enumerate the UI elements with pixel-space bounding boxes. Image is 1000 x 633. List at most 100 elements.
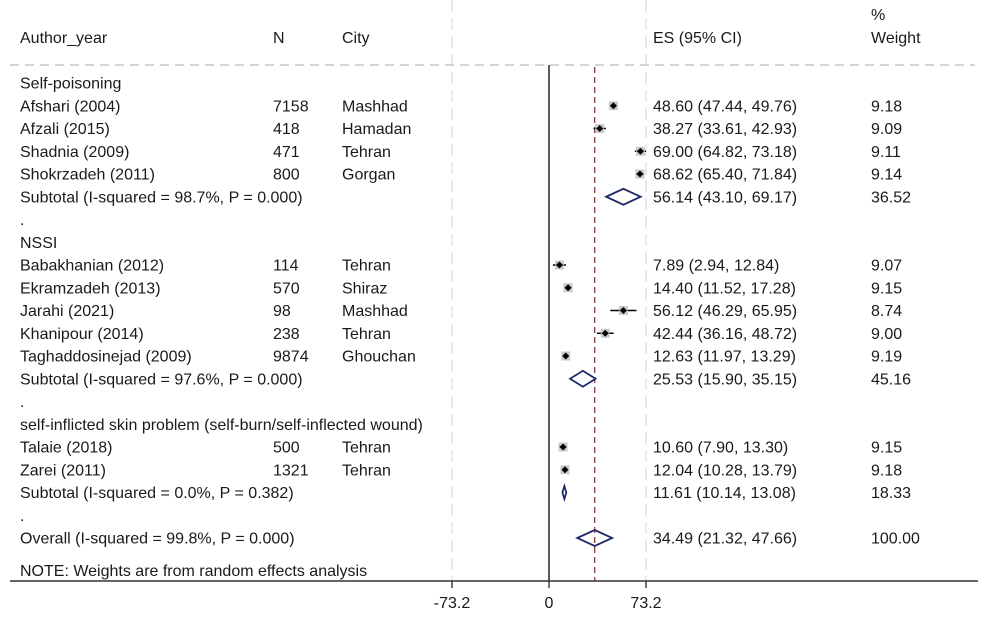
row-weight: 9.11 — [871, 144, 901, 161]
row-label-study: Jarahi (2021) — [20, 303, 114, 320]
row-weight: 9.07 — [871, 258, 902, 275]
point-estimate — [555, 261, 563, 269]
point-estimate — [609, 102, 617, 110]
row-es-ci: 68.62 (65.40, 71.84) — [653, 167, 797, 184]
point-estimate — [596, 125, 604, 132]
header-author: Author_year — [20, 30, 108, 47]
row-city: Tehran — [342, 440, 391, 457]
row-n: 9874 — [273, 349, 309, 366]
row-city: Gorgan — [342, 167, 395, 184]
row-weight: 9.09 — [871, 121, 902, 138]
row-city: Shiraz — [342, 280, 387, 297]
point-estimate — [601, 329, 609, 337]
row-label-study: Khanipour (2014) — [20, 326, 144, 343]
row-label-study: Afshari (2004) — [20, 98, 121, 115]
subtotal-diamond — [603, 187, 643, 206]
row-weight: 9.19 — [871, 349, 902, 366]
point-estimate — [562, 352, 570, 360]
row-es-ci: 12.63 (11.97, 13.29) — [653, 349, 796, 366]
row-label-study: Zarei (2011) — [20, 462, 106, 479]
row-city: Hamadan — [342, 121, 411, 138]
point-estimate — [561, 466, 569, 474]
row-city: Ghouchan — [342, 349, 416, 366]
study-mark — [608, 101, 618, 111]
column-headers: Author_year N City ES (95% CI) % Weight — [20, 7, 921, 47]
row-es-ci: 11.61 (10.14, 13.08) — [653, 485, 796, 502]
x-tick-label: 0 — [545, 595, 554, 612]
study-mark — [634, 146, 646, 156]
row-es-ci: 12.04 (10.28, 13.79) — [653, 462, 797, 479]
row-es-ci: 14.40 (11.52, 17.28) — [653, 280, 796, 297]
row-label-study: Afzali (2015) — [20, 121, 110, 138]
point-estimate — [564, 284, 572, 292]
row-n: 418 — [273, 121, 300, 138]
row-city: Tehran — [342, 462, 391, 479]
row-es-ci: 42.44 (36.16, 48.72) — [653, 326, 797, 343]
row-es-ci: 56.14 (43.10, 69.17) — [653, 189, 797, 206]
row-es-ci: 38.27 (33.61, 42.93) — [653, 121, 797, 138]
row-es-ci: 25.53 (15.90, 35.15) — [653, 371, 797, 388]
point-estimate — [619, 307, 627, 314]
study-mark — [635, 169, 645, 179]
row-label-subtotal: Subtotal (I-squared = 0.0%, P = 0.382) — [20, 485, 294, 502]
row-n: 238 — [273, 326, 300, 343]
row-city: Tehran — [342, 144, 391, 161]
row-n: 1321 — [273, 462, 309, 479]
x-tick-label: 73.2 — [630, 595, 661, 612]
study-mark — [593, 124, 606, 133]
study-mark — [596, 328, 614, 338]
row-weight: 8.74 — [871, 303, 902, 320]
row-n: 471 — [273, 144, 300, 161]
row-label-group: self-inflicted skin problem (self-burn/s… — [20, 417, 423, 434]
rows: Self-poisoning Afshari (2004) 7158 Mashhad 4… — [20, 76, 920, 548]
row-weight: 9.15 — [871, 280, 902, 297]
row-n: 570 — [273, 280, 300, 297]
study-mark — [560, 465, 570, 475]
study-mark — [558, 442, 568, 452]
row-label-spacer: . — [20, 394, 24, 411]
row-n: 500 — [273, 440, 300, 457]
row-weight: 100.00 — [871, 531, 920, 548]
row-city: Mashhad — [342, 98, 408, 115]
header-es: ES (95% CI) — [653, 30, 742, 47]
subtotal-diamond — [561, 482, 568, 503]
point-estimate — [559, 443, 567, 451]
row-label-overall: Overall (I-squared = 99.8%, P = 0.000) — [20, 531, 295, 548]
row-label-group: NSSI — [20, 235, 57, 252]
row-es-ci: 56.12 (46.29, 65.95) — [653, 303, 797, 320]
row-weight: 9.18 — [871, 462, 902, 479]
row-label-study: Ekramzadeh (2013) — [20, 280, 161, 297]
row-n: 7158 — [273, 98, 309, 115]
row-n: 800 — [273, 167, 300, 184]
row-es-ci: 7.89 (2.94, 12.84) — [653, 258, 779, 275]
row-weight: 9.15 — [871, 440, 902, 457]
row-city: Tehran — [342, 258, 391, 275]
note-text: NOTE: Weights are from random effects an… — [20, 563, 367, 580]
gridlines — [451, 0, 647, 581]
overall-diamond — [575, 529, 615, 547]
row-es-ci: 48.60 (47.44, 49.76) — [653, 98, 797, 115]
row-label-subtotal: Subtotal (I-squared = 98.7%, P = 0.000) — [20, 189, 303, 206]
study-mark — [552, 260, 567, 270]
x-axis: -73.2 0 73.2 — [10, 580, 978, 612]
row-label-spacer: . — [20, 508, 24, 525]
point-estimate — [636, 147, 644, 155]
row-weight: 45.16 — [871, 371, 911, 388]
row-weight: 9.14 — [871, 167, 902, 184]
row-n: 98 — [273, 303, 291, 320]
row-weight: 36.52 — [871, 189, 911, 206]
header-n: N — [273, 30, 285, 47]
row-label-study: Babakhanian (2012) — [20, 258, 164, 275]
row-label-spacer: . — [20, 212, 24, 229]
row-weight: 9.18 — [871, 98, 902, 115]
row-label-study: Taghaddosinejad (2009) — [20, 349, 192, 366]
x-tick-label: -73.2 — [434, 595, 471, 612]
subtotal-diamond — [568, 369, 598, 388]
row-es-ci: 10.60 (7.90, 13.30) — [653, 440, 788, 457]
row-weight: 18.33 — [871, 485, 911, 502]
row-label-study: Shadnia (2009) — [20, 144, 129, 161]
row-label-study: Talaie (2018) — [20, 440, 113, 457]
study-mark — [563, 283, 573, 293]
row-es-ci: 69.00 (64.82, 73.18) — [653, 144, 797, 161]
